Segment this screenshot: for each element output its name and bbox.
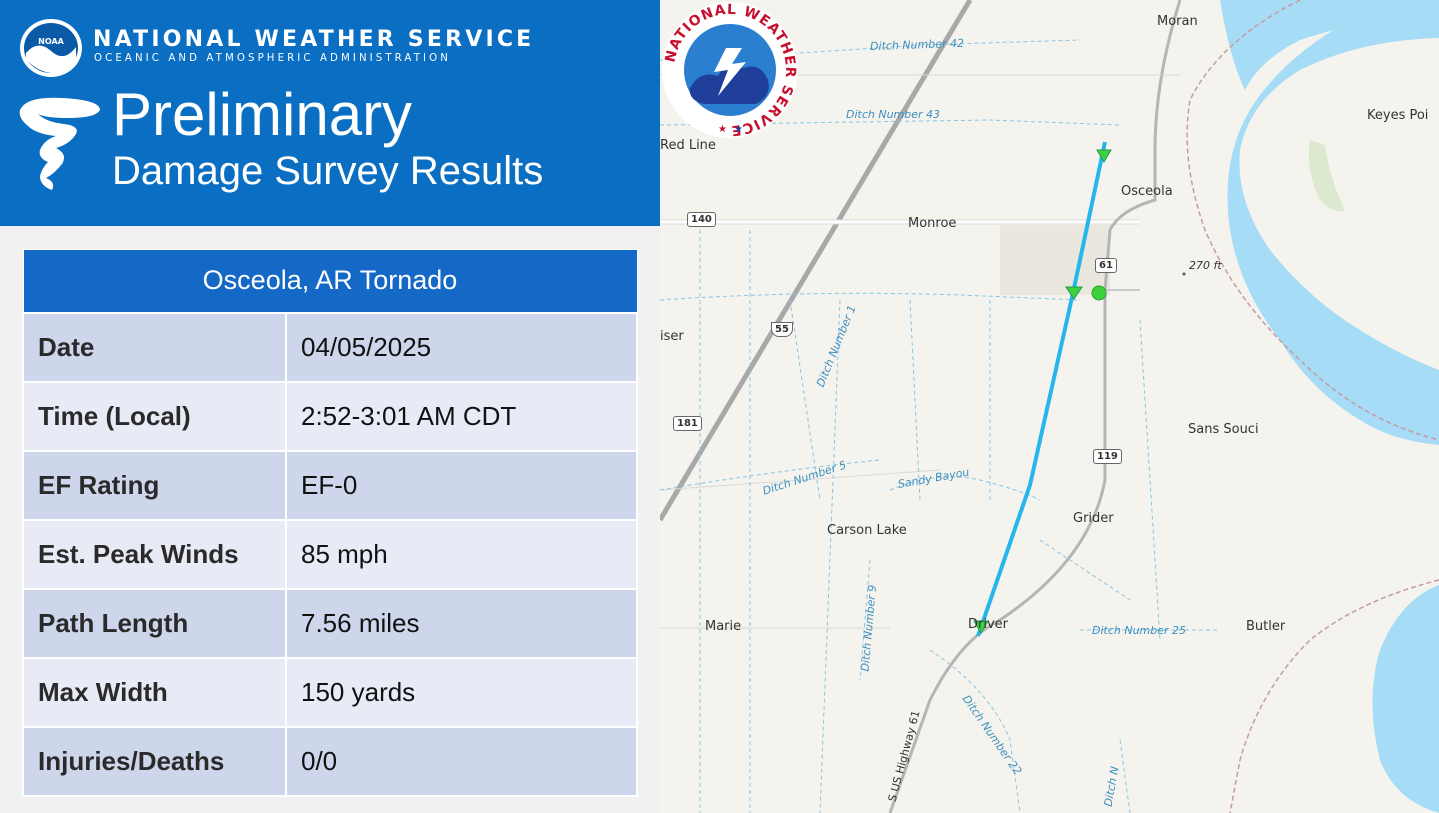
table-row: Est. Peak Winds 85 mph	[22, 518, 638, 590]
table-row: EF Rating EF-0	[22, 449, 638, 521]
title-banner: NOAA NATIONAL WEATHER SERVICE OCEANIC AN…	[0, 0, 660, 226]
place-grider: Grider	[1073, 511, 1114, 526]
row-value: 85 mph	[285, 518, 638, 590]
place-moran: Moran	[1157, 14, 1198, 29]
row-value: 150 yards	[285, 656, 638, 728]
ditch-25-label: Ditch Number 25	[1092, 624, 1187, 637]
map-base-layer	[660, 0, 1439, 813]
table-row: Max Width 150 yards	[22, 656, 638, 728]
tornado-track[interactable]	[976, 141, 1107, 637]
table-row: Path Length 7.56 miles	[22, 587, 638, 659]
row-value: 04/05/2025	[285, 311, 638, 383]
row-value: 7.56 miles	[285, 587, 638, 659]
row-label: EF Rating	[22, 449, 287, 521]
row-label: Time (Local)	[22, 380, 287, 452]
row-value: EF-0	[285, 449, 638, 521]
highway-61	[888, 0, 1182, 813]
tornado-icon	[19, 97, 100, 190]
svg-text:NOAA: NOAA	[38, 37, 64, 46]
river-lower	[1372, 585, 1439, 813]
state-boundary	[1186, 0, 1439, 441]
agency-name: NATIONAL WEATHER SERVICE	[93, 27, 535, 52]
table-row: Time (Local) 2:52-3:01 AM CDT	[22, 380, 638, 452]
table-row: Injuries/Deaths 0/0	[22, 725, 638, 797]
row-label: Date	[22, 311, 287, 383]
route-61-shield: 61	[1095, 258, 1117, 273]
elevation-label: 270 ft	[1189, 259, 1222, 272]
svg-text:★: ★	[734, 124, 743, 135]
noaa-logo-icon: NOAA	[20, 19, 82, 77]
track-mid-marker[interactable]	[1065, 286, 1083, 300]
nws-logo-icon: NATIONAL WEATHER SERVICE ★ ★	[662, 2, 798, 138]
place-butler: Butler	[1246, 619, 1286, 634]
elevation-marker	[1182, 272, 1186, 276]
place-red-line: Red Line	[660, 138, 716, 153]
row-value: 0/0	[285, 725, 638, 797]
damage-map[interactable]: Moran Keyes Poi Red Line Osceola Monroe …	[660, 0, 1439, 813]
place-carson-lake: Carson Lake	[827, 523, 907, 538]
page-title: Preliminary	[112, 81, 413, 148]
event-title: Osceola, AR Tornado	[22, 249, 638, 313]
damage-point-marker[interactable]	[1091, 285, 1107, 301]
route-181-shield: 181	[673, 416, 702, 431]
local-road	[660, 469, 941, 491]
route-119-shield: 119	[1093, 449, 1122, 464]
row-label: Max Width	[22, 656, 287, 728]
table-row: Date 04/05/2025	[22, 311, 638, 383]
ditch-lines	[660, 39, 1220, 813]
survey-table: Osceola, AR Tornado Date 04/05/2025 Time …	[22, 249, 638, 797]
place-iser: iser	[660, 329, 684, 344]
ditch-43-label: Ditch Number 43	[846, 108, 941, 121]
river-island	[1286, 90, 1405, 254]
row-value: 2:52-3:01 AM CDT	[285, 380, 638, 452]
track-end-marker[interactable]	[973, 620, 989, 634]
svg-text:★: ★	[718, 124, 727, 135]
place-driver: Driver	[968, 617, 1009, 632]
route-140-shield: 140	[687, 212, 716, 227]
river-island-green	[1308, 140, 1345, 212]
page-subtitle: Damage Survey Results	[112, 149, 544, 193]
urban-area	[1000, 225, 1110, 295]
interstate-55	[660, 0, 973, 522]
track-start-marker[interactable]	[1096, 149, 1112, 163]
place-sans-souci: Sans Souci	[1188, 422, 1259, 437]
place-keyes-point: Keyes Poi	[1367, 108, 1429, 123]
tornado-track-layer	[973, 141, 1186, 637]
place-monroe: Monroe	[908, 216, 957, 231]
agency-subtitle: OCEANIC AND ATMOSPHERIC ADMINISTRATION	[94, 53, 451, 64]
river-upper-band	[1220, 0, 1439, 90]
place-marie: Marie	[705, 619, 742, 634]
place-osceola: Osceola	[1121, 184, 1173, 199]
row-label: Injuries/Deaths	[22, 725, 287, 797]
row-label: Path Length	[22, 587, 287, 659]
interstate-55-shield: 55	[771, 322, 793, 337]
mississippi-river	[1227, 0, 1439, 445]
row-label: Est. Peak Winds	[22, 518, 287, 590]
